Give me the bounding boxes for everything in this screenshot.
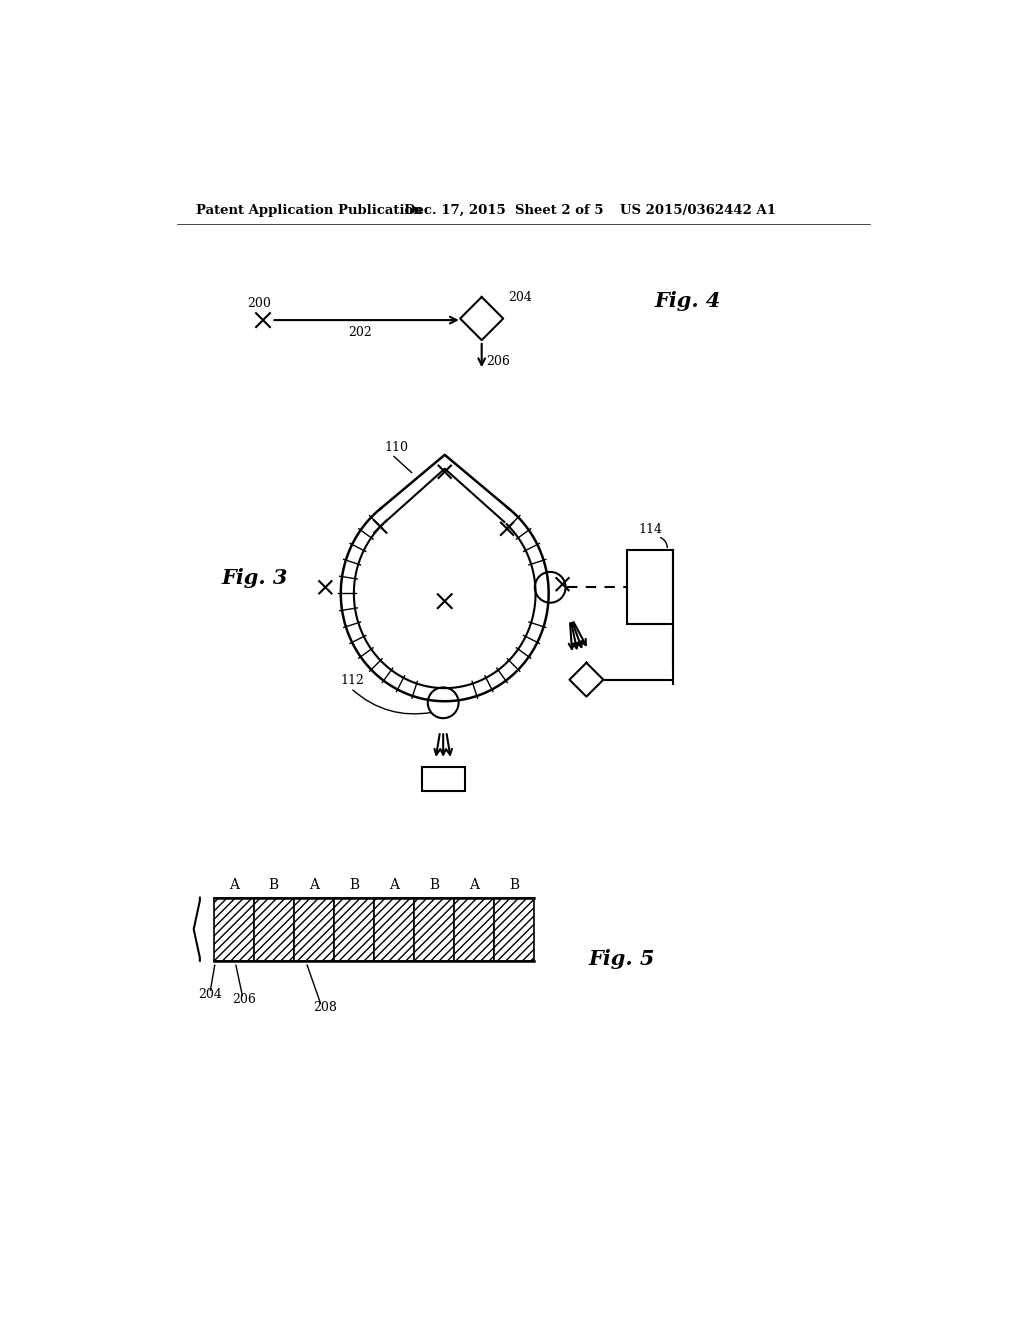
Text: US 2015/0362442 A1: US 2015/0362442 A1 xyxy=(620,205,775,218)
Text: A: A xyxy=(309,878,318,891)
Text: Fig. 5: Fig. 5 xyxy=(589,949,655,969)
Text: 204: 204 xyxy=(508,290,531,304)
Text: 208: 208 xyxy=(313,1001,337,1014)
Text: B: B xyxy=(349,878,359,891)
Bar xyxy=(254,898,294,961)
Bar xyxy=(628,550,674,624)
Text: 206: 206 xyxy=(486,355,510,368)
Text: B: B xyxy=(509,878,519,891)
Text: 206: 206 xyxy=(232,993,256,1006)
Text: 200: 200 xyxy=(248,297,271,310)
Bar xyxy=(214,898,254,961)
Text: A: A xyxy=(389,878,399,891)
Text: Patent Application Publication: Patent Application Publication xyxy=(196,205,423,218)
Text: B: B xyxy=(429,878,439,891)
Text: 110: 110 xyxy=(385,441,409,454)
Text: A: A xyxy=(228,878,239,891)
Bar xyxy=(494,898,535,961)
Bar xyxy=(294,898,334,961)
Bar xyxy=(414,898,454,961)
Text: Dec. 17, 2015  Sheet 2 of 5: Dec. 17, 2015 Sheet 2 of 5 xyxy=(403,205,603,218)
Bar xyxy=(334,898,374,961)
Bar xyxy=(422,767,465,791)
Text: B: B xyxy=(268,878,279,891)
Bar xyxy=(454,898,494,961)
Text: Fig. 3: Fig. 3 xyxy=(221,568,288,587)
Text: Fig. 4: Fig. 4 xyxy=(654,290,721,310)
Text: A: A xyxy=(469,878,479,891)
Text: 112: 112 xyxy=(340,675,364,688)
Text: 114: 114 xyxy=(638,524,663,536)
Text: 202: 202 xyxy=(348,326,372,338)
Bar xyxy=(374,898,414,961)
Text: 204: 204 xyxy=(198,987,222,1001)
